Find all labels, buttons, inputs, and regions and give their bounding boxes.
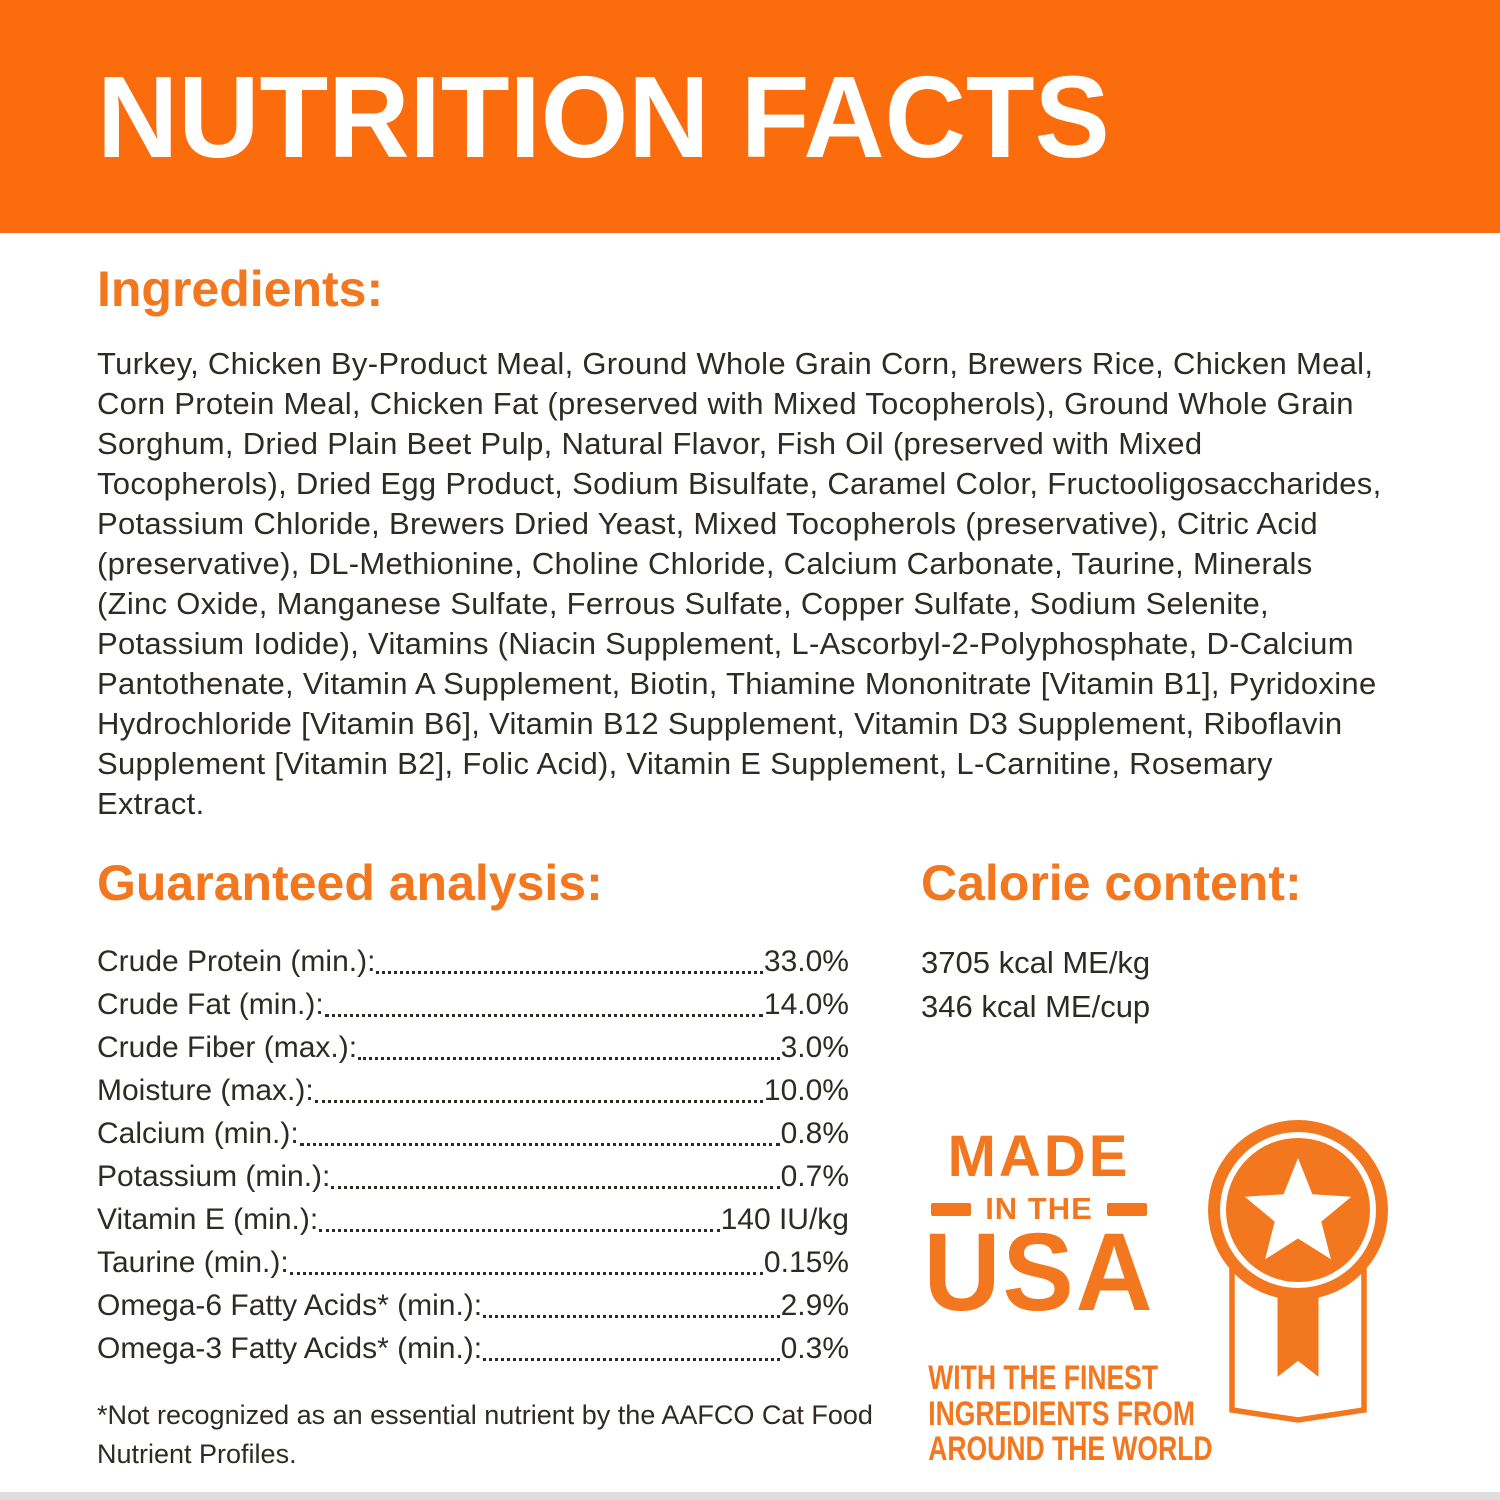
analysis-label: Omega-6 Fatty Acids* (min.): <box>97 1289 483 1322</box>
usa-tagline: WITH THE FINEST INGREDIENTS FROM AROUND … <box>897 1359 1213 1468</box>
analysis-value: 10.0% <box>763 1074 849 1107</box>
dotted-leader <box>299 1143 780 1146</box>
made-label: MADE <box>947 1124 1131 1189</box>
dotted-leader <box>314 1100 763 1103</box>
page-title: NUTRITION FACTS <box>97 51 1110 182</box>
analysis-value: 0.8% <box>780 1117 849 1150</box>
analysis-row: Moisture (max.): 10.0% <box>97 1069 849 1112</box>
analysis-row: Omega-3 Fatty Acids* (min.): 0.3% <box>97 1327 849 1370</box>
analysis-row: Taurine (min.): 0.15% <box>97 1241 849 1284</box>
analysis-label: Crude Fat (min.): <box>97 988 324 1021</box>
tagline-line-1: WITH THE FINEST <box>928 1359 1159 1397</box>
analysis-label: Crude Protein (min.): <box>97 945 376 978</box>
dotted-leader <box>483 1358 780 1361</box>
guaranteed-analysis-heading: Guaranteed analysis: <box>97 855 603 911</box>
analysis-row: Omega-6 Fatty Acids* (min.): 2.9% <box>97 1284 849 1327</box>
analysis-row: Vitamin E (min.): 140 IU/kg <box>97 1198 849 1241</box>
award-ribbon-star-icon <box>1208 1120 1388 1423</box>
analysis-value: 3.0% <box>780 1031 849 1064</box>
calorie-content-heading: Calorie content: <box>921 855 1302 911</box>
right-dash <box>1106 1202 1147 1216</box>
in-the-label-row: IN THE <box>897 1191 1181 1226</box>
aafco-footnote: *Not recognized as an essential nutrient… <box>97 1400 873 1469</box>
dotted-leader <box>324 1014 763 1017</box>
analysis-row: Crude Fiber (max.): 3.0% <box>97 1026 849 1069</box>
analysis-label: Omega-3 Fatty Acids* (min.): <box>97 1332 483 1365</box>
analysis-label: Crude Fiber (max.): <box>97 1031 358 1064</box>
analysis-row: Potassium (min.): 0.7% <box>97 1155 849 1198</box>
tagline-line-3: AROUND THE WORLD <box>928 1430 1213 1468</box>
analysis-row: Crude Protein (min.): 33.0% <box>97 940 849 983</box>
in-the-label: IN THE <box>985 1191 1093 1226</box>
left-dash <box>931 1202 972 1216</box>
dotted-leader <box>483 1315 780 1318</box>
analysis-value: 0.15% <box>763 1246 849 1279</box>
dotted-leader <box>331 1186 780 1189</box>
analysis-value: 2.9% <box>780 1289 849 1322</box>
tagline-line-2: INGREDIENTS FROM <box>928 1394 1195 1433</box>
ingredients-text: Turkey, Chicken By-Product Meal, Ground … <box>97 346 1382 821</box>
analysis-value: 0.7% <box>780 1160 849 1193</box>
dotted-leader <box>289 1272 763 1275</box>
dotted-leader <box>376 971 763 974</box>
calorie-cup-value: 346 kcal ME/cup <box>921 989 1151 1024</box>
analysis-label: Taurine (min.): <box>97 1246 289 1279</box>
calorie-content-values: 3705 kcal ME/kg 346 kcal ME/cup <box>921 941 1150 1029</box>
bottom-edge-strip <box>0 1492 1500 1500</box>
analysis-row: Crude Fat (min.): 14.0% <box>97 983 849 1026</box>
dotted-leader <box>358 1057 780 1060</box>
dotted-leader <box>319 1229 720 1232</box>
analysis-value: 14.0% <box>763 988 849 1021</box>
analysis-label: Vitamin E (min.): <box>97 1203 319 1236</box>
analysis-label: Moisture (max.): <box>97 1074 314 1107</box>
analysis-label: Potassium (min.): <box>97 1160 331 1193</box>
guaranteed-analysis-table: Crude Protein (min.): 33.0% Crude Fat (min… <box>97 940 849 1370</box>
ingredients-heading: Ingredients: <box>97 261 384 317</box>
analysis-value: 33.0% <box>763 945 849 978</box>
analysis-value: 140 IU/kg <box>720 1203 849 1236</box>
calorie-kg-value: 3705 kcal ME/kg <box>921 945 1151 980</box>
analysis-value: 0.3% <box>780 1332 849 1365</box>
banner: NUTRITION FACTS <box>0 0 1500 233</box>
made-in-usa-badge-text: MADE IN THE USA WITH THE FINEST INGREDIE… <box>897 1124 1213 1468</box>
analysis-label: Calcium (min.): <box>97 1117 299 1150</box>
analysis-row: Calcium (min.): 0.8% <box>97 1112 849 1155</box>
usa-label: USA <box>923 1211 1155 1334</box>
